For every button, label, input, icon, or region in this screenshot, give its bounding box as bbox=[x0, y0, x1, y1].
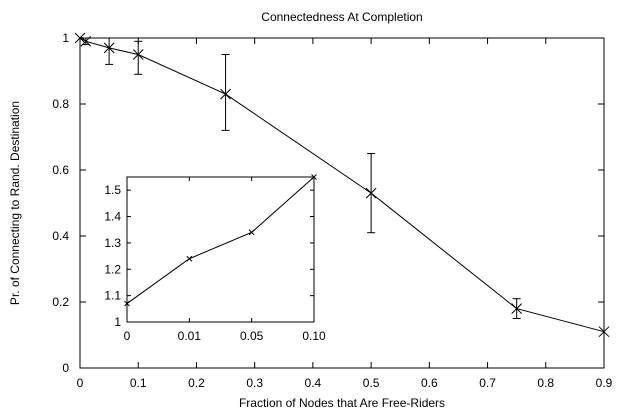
x-tick-label: 0.9 bbox=[596, 376, 613, 390]
inset-series-line bbox=[126, 176, 315, 304]
chart-title: Connectedness At Completion bbox=[261, 10, 422, 24]
inset-y-tick-label: 1.3 bbox=[104, 236, 121, 250]
data-point-stroke-b bbox=[80, 35, 92, 47]
inset-x-tick-label: 0.05 bbox=[240, 329, 264, 343]
inset-y-tick-label: 1 bbox=[114, 315, 121, 329]
inset-y-tick-label: 1.1 bbox=[104, 289, 121, 303]
y-tick-label: 0 bbox=[62, 361, 69, 375]
inset-y-tick-label: 1.4 bbox=[104, 210, 121, 224]
inset-data-point bbox=[186, 255, 193, 262]
data-point bbox=[74, 32, 86, 44]
x-tick-label: 0.6 bbox=[421, 376, 438, 390]
data-point bbox=[598, 326, 610, 338]
y-tick-label: 0.6 bbox=[52, 163, 69, 177]
y-tick-label: 0.4 bbox=[52, 229, 69, 243]
data-point-stroke-b bbox=[220, 88, 231, 100]
inset-x-tick-label: 0 bbox=[124, 329, 131, 343]
error-bar bbox=[134, 40, 143, 75]
data-point-stroke-b bbox=[511, 303, 523, 314]
inset-plot: 0 0.01 0.05 0.10 1 1.1 1.2 1.3 1.4 1.5 bbox=[104, 174, 326, 343]
data-point bbox=[132, 49, 144, 60]
data-point-stroke-b bbox=[74, 32, 86, 44]
data-point bbox=[103, 42, 115, 54]
inset-data-point-stroke-b bbox=[248, 229, 255, 236]
inset-x-tick-label: 0.01 bbox=[178, 329, 202, 343]
data-point bbox=[365, 187, 377, 199]
inset-frame bbox=[126, 176, 315, 323]
data-point-stroke-b bbox=[365, 187, 377, 199]
inset-data-point-stroke-b bbox=[186, 255, 193, 262]
y-tick-label: 0.2 bbox=[52, 295, 69, 309]
inset-y-tick-label: 1.2 bbox=[104, 262, 121, 276]
inset-data-point bbox=[248, 229, 255, 236]
inset-data-point-stroke-b bbox=[124, 300, 130, 307]
error-bar bbox=[105, 37, 114, 65]
data-point-stroke-b bbox=[598, 326, 610, 338]
inset-data-point bbox=[124, 300, 130, 307]
data-point-stroke-b bbox=[103, 42, 115, 54]
x-tick-label: 0.2 bbox=[188, 376, 205, 390]
inset-data-point-stroke-b bbox=[311, 174, 317, 180]
x-tick-label: 0 bbox=[77, 376, 84, 390]
main-plot: Connectedness At Completion Fraction of N… bbox=[8, 10, 613, 410]
x-tick-label: 0.7 bbox=[479, 376, 496, 390]
x-tick-label: 0.1 bbox=[130, 376, 147, 390]
data-point-stroke-b bbox=[132, 49, 144, 60]
plot-frame bbox=[79, 37, 605, 369]
x-tick-label: 0.3 bbox=[246, 376, 263, 390]
data-point bbox=[220, 88, 231, 100]
x-tick-label: 0.5 bbox=[363, 376, 380, 390]
inset-y-tick-label: 1.5 bbox=[104, 183, 121, 197]
error-bar bbox=[221, 54, 230, 131]
series-line bbox=[79, 37, 605, 333]
y-axis-label: Pr. of Connecting to Rand. Destination bbox=[8, 101, 22, 305]
inset-data-point bbox=[311, 174, 317, 180]
x-tick-label: 0.8 bbox=[537, 376, 554, 390]
data-point bbox=[511, 303, 523, 314]
y-tick-label: 0.8 bbox=[52, 97, 69, 111]
x-axis-label: Fraction of Nodes that Are Free-Riders bbox=[239, 396, 445, 410]
data-point bbox=[80, 35, 92, 47]
y-tick-label: 1 bbox=[62, 31, 69, 45]
inset-x-tick-label: 0.10 bbox=[302, 329, 326, 343]
x-tick-label: 0.4 bbox=[305, 376, 322, 390]
